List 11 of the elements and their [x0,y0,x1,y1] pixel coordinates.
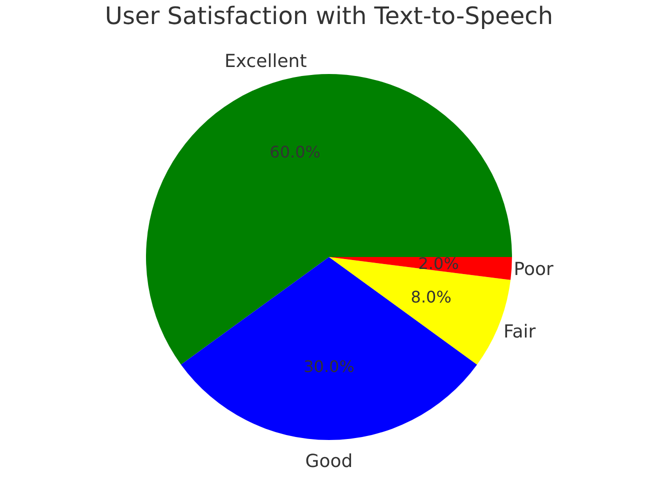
data-label: 30.0% [304,356,354,376]
data-label: 60.0% [270,142,320,162]
slice-label: Excellent [224,51,307,72]
pie-slice [329,257,512,280]
pie-slice [180,257,478,440]
slice-label: Fair [503,321,536,342]
data-label: 8.0% [410,287,452,306]
slice-label: Good [305,450,353,472]
chart-title: User Satisfaction with Text-to-Speech [104,2,554,30]
data-label: 2.0% [418,254,459,273]
slice-label: Poor [514,258,554,280]
